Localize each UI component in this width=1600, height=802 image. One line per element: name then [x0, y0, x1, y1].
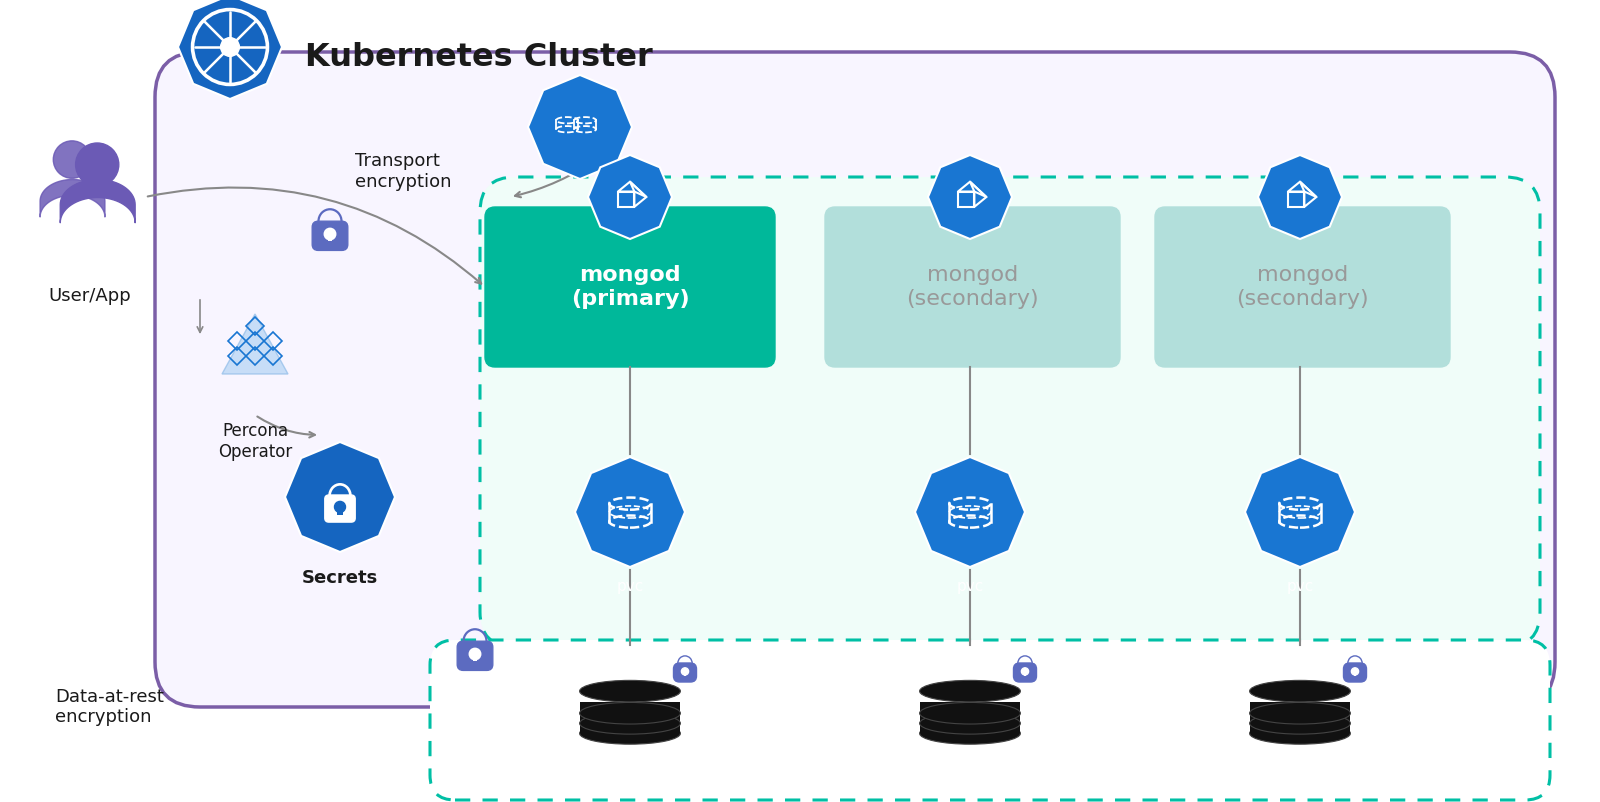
- FancyBboxPatch shape: [1344, 663, 1366, 682]
- Text: mongod
(secondary): mongod (secondary): [1237, 265, 1370, 309]
- FancyBboxPatch shape: [458, 642, 493, 670]
- Circle shape: [221, 38, 240, 56]
- Circle shape: [682, 668, 688, 675]
- Text: mongod
(secondary): mongod (secondary): [906, 265, 1038, 309]
- Ellipse shape: [1250, 703, 1350, 724]
- Polygon shape: [1258, 155, 1342, 239]
- Bar: [338, 507, 342, 515]
- Text: pvc: pvc: [616, 579, 643, 594]
- Ellipse shape: [1250, 680, 1350, 702]
- Circle shape: [53, 141, 91, 178]
- Text: Secrets: Secrets: [302, 569, 378, 587]
- Circle shape: [75, 143, 118, 186]
- Ellipse shape: [1250, 723, 1350, 744]
- Circle shape: [1352, 668, 1358, 675]
- Circle shape: [1021, 668, 1029, 675]
- Text: User/App: User/App: [48, 287, 131, 305]
- Polygon shape: [285, 442, 395, 552]
- FancyBboxPatch shape: [430, 640, 1550, 800]
- FancyBboxPatch shape: [312, 221, 347, 250]
- FancyBboxPatch shape: [155, 52, 1555, 707]
- Circle shape: [334, 501, 346, 512]
- Polygon shape: [589, 155, 672, 239]
- Text: Transport
encryption: Transport encryption: [355, 152, 451, 191]
- Text: Kubernetes Cluster: Kubernetes Cluster: [306, 42, 653, 72]
- FancyBboxPatch shape: [1155, 207, 1450, 367]
- Bar: [1250, 702, 1350, 733]
- Polygon shape: [574, 457, 685, 567]
- Bar: [1354, 671, 1357, 676]
- FancyBboxPatch shape: [826, 207, 1120, 367]
- Bar: [920, 702, 1021, 733]
- Circle shape: [469, 648, 480, 660]
- Ellipse shape: [920, 703, 1021, 724]
- Bar: [683, 671, 686, 676]
- Text: Data-at-rest
encryption: Data-at-rest encryption: [54, 687, 163, 727]
- Polygon shape: [915, 457, 1026, 567]
- Bar: [1024, 671, 1027, 676]
- Ellipse shape: [579, 703, 680, 724]
- FancyBboxPatch shape: [480, 177, 1539, 647]
- FancyBboxPatch shape: [1013, 663, 1037, 682]
- Ellipse shape: [920, 680, 1021, 702]
- Polygon shape: [1245, 457, 1355, 567]
- FancyBboxPatch shape: [325, 495, 355, 522]
- Bar: [328, 234, 333, 241]
- FancyBboxPatch shape: [485, 207, 774, 367]
- Ellipse shape: [920, 723, 1021, 744]
- Text: pvc: pvc: [1286, 579, 1314, 594]
- Polygon shape: [222, 314, 288, 374]
- FancyBboxPatch shape: [674, 663, 696, 682]
- Ellipse shape: [579, 680, 680, 702]
- Circle shape: [325, 229, 336, 240]
- Ellipse shape: [579, 712, 680, 734]
- Bar: [579, 702, 680, 733]
- Polygon shape: [928, 155, 1011, 239]
- Bar: [472, 654, 477, 661]
- Text: mongod
(primary): mongod (primary): [571, 265, 690, 309]
- Text: Percona
Operator: Percona Operator: [218, 422, 293, 461]
- Ellipse shape: [920, 712, 1021, 734]
- Polygon shape: [178, 0, 282, 99]
- Ellipse shape: [579, 723, 680, 744]
- Polygon shape: [528, 75, 632, 179]
- Text: pvc: pvc: [957, 579, 984, 594]
- Ellipse shape: [1250, 712, 1350, 734]
